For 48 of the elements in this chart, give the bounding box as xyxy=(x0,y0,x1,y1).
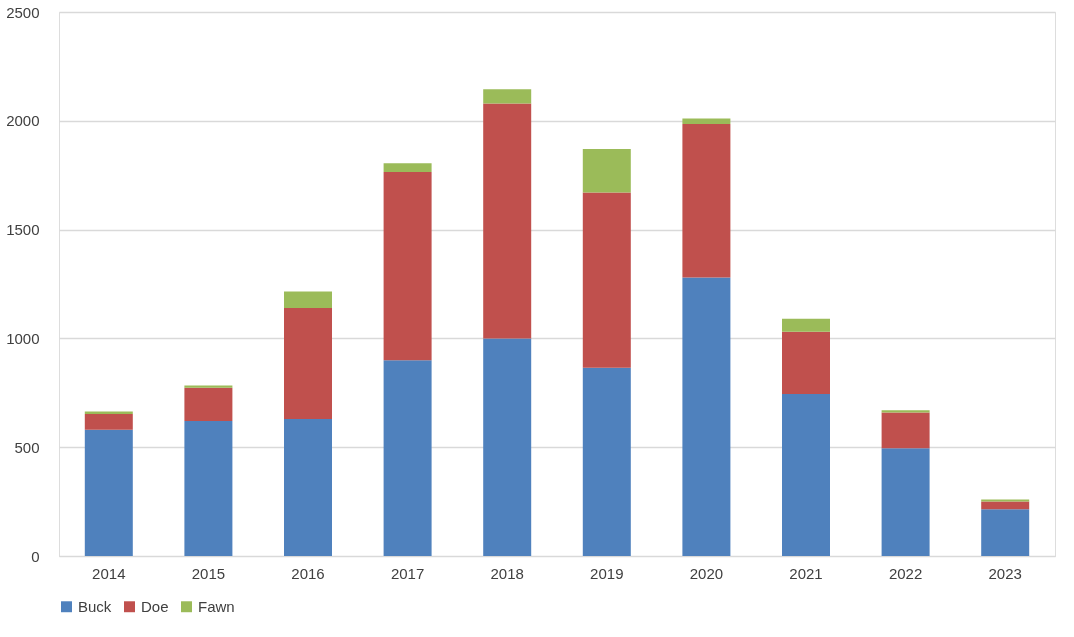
bar xyxy=(981,499,1030,502)
y-tick-label: 0 xyxy=(31,547,40,565)
bar xyxy=(682,124,731,278)
x-tick-label: 2021 xyxy=(789,564,823,582)
bar xyxy=(881,412,930,449)
bar xyxy=(84,429,133,556)
y-tick-label: 1000 xyxy=(6,329,40,347)
bar xyxy=(582,367,631,556)
bar xyxy=(284,307,332,419)
bar xyxy=(84,414,133,430)
bar xyxy=(881,410,930,413)
bar xyxy=(383,360,432,556)
bar xyxy=(782,331,830,394)
bar xyxy=(682,277,731,556)
y-tick-label: 1500 xyxy=(6,221,40,239)
x-tick-label: 2017 xyxy=(390,564,425,582)
x-tick-label: 2014 xyxy=(92,564,126,582)
bar xyxy=(284,291,332,308)
y-tick-label: 2500 xyxy=(6,3,40,21)
x-tick-label: 2015 xyxy=(191,564,226,582)
bar xyxy=(383,171,432,361)
bar xyxy=(782,393,830,556)
bar xyxy=(881,448,930,556)
bar xyxy=(483,103,532,339)
legend-label: Buck xyxy=(78,597,112,615)
bar xyxy=(483,89,532,104)
x-tick-label: 2022 xyxy=(888,564,923,582)
x-tick-label: 2019 xyxy=(590,564,624,582)
y-tick-label: 2000 xyxy=(6,112,40,130)
x-tick-label: 2018 xyxy=(490,564,524,582)
bar xyxy=(782,318,830,332)
bar xyxy=(383,163,432,172)
legend-label: Fawn xyxy=(198,597,235,615)
bar xyxy=(284,418,332,556)
bar xyxy=(184,421,233,556)
bar xyxy=(483,338,532,556)
bar xyxy=(184,385,233,388)
bar xyxy=(981,509,1030,556)
x-tick-label: 2016 xyxy=(291,564,325,582)
legend-label: Doe xyxy=(141,597,169,615)
x-tick-label: 2020 xyxy=(689,564,724,582)
bar xyxy=(582,149,631,193)
bar xyxy=(184,387,233,422)
bar xyxy=(981,501,1030,510)
bar xyxy=(582,192,631,368)
x-tick-label: 2023 xyxy=(988,564,1022,582)
bar xyxy=(682,118,731,125)
y-tick-label: 500 xyxy=(14,438,40,456)
